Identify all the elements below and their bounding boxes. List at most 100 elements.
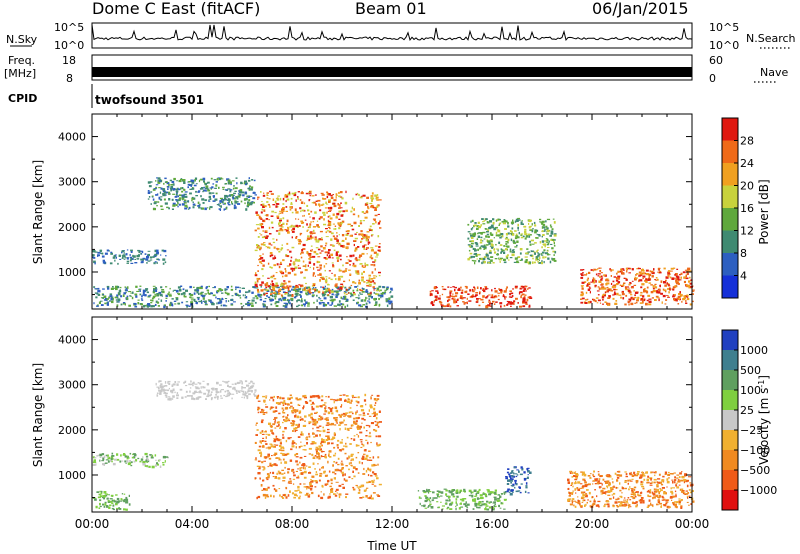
echo-cell [357, 427, 361, 430]
echo-cell [135, 459, 138, 462]
echo-cell [256, 277, 259, 280]
echo-cell [230, 304, 234, 306]
echo-cell [492, 221, 495, 225]
echo-cell [637, 296, 640, 299]
echo-cell [209, 187, 212, 189]
echo-cell [181, 301, 184, 304]
echo-cell [370, 405, 372, 407]
echo-cell [483, 220, 485, 222]
echo-cell [359, 196, 363, 199]
echo-cell [335, 253, 338, 256]
echo-cell [373, 485, 376, 487]
echo-cell [440, 495, 443, 497]
echo-cell [680, 276, 682, 279]
echo-cell [284, 403, 287, 405]
echo-cell [295, 453, 299, 455]
echo-cell [503, 290, 507, 293]
echo-cell [475, 301, 479, 303]
echo-cell [314, 412, 317, 414]
echo-cell [481, 503, 485, 506]
echo-cell [224, 194, 228, 198]
echo-cell [309, 266, 311, 269]
echo-cell [299, 207, 302, 210]
echo-cell [245, 303, 248, 305]
echo-cell [233, 386, 236, 389]
echo-cell [338, 290, 341, 292]
echo-cell [180, 285, 183, 287]
echo-cell [451, 501, 454, 504]
echo-cell [355, 468, 358, 471]
echo-cell [273, 278, 277, 280]
echo-cell [107, 287, 110, 290]
echo-cell [629, 267, 632, 270]
echo-cell [449, 498, 451, 501]
echo-cell [370, 396, 372, 399]
echo-cell [310, 236, 314, 239]
echo-cell [324, 483, 327, 486]
echo-cell [509, 230, 512, 233]
echo-cell [421, 505, 424, 507]
echo-cell [521, 258, 523, 261]
echo-cell [265, 436, 267, 439]
echo-cell [206, 395, 210, 398]
echo-cell [203, 189, 206, 192]
echo-cell [146, 457, 149, 460]
echo-cell [333, 290, 336, 293]
echo-cell [328, 453, 330, 455]
echo-cell [262, 289, 265, 291]
echo-cell [160, 179, 162, 183]
echo-cell [276, 215, 280, 218]
echo-cell [645, 281, 648, 283]
echo-cell [376, 444, 380, 447]
echo-cell [175, 199, 178, 201]
echo-cell [292, 263, 295, 266]
echo-cell [153, 290, 155, 292]
echo-cell [378, 249, 381, 252]
echo-cell [307, 264, 309, 267]
echo-cell [482, 231, 486, 234]
echo-cell [278, 213, 280, 215]
echo-cell [149, 259, 153, 261]
echo-cell [512, 239, 515, 242]
echo-cell [501, 493, 503, 495]
echo-cell [356, 486, 359, 488]
echo-cell [418, 496, 421, 499]
echo-cell [594, 489, 596, 491]
echo-cell [266, 201, 269, 203]
echo-cell [459, 503, 462, 505]
echo-cell [650, 284, 653, 286]
echo-cell [320, 491, 322, 493]
echo-cell [153, 287, 157, 291]
echo-cell [184, 202, 187, 204]
echo-cell [468, 245, 471, 247]
echo-cell [182, 288, 185, 291]
echo-cell [481, 261, 483, 265]
echo-cell [543, 249, 546, 252]
echo-cell [494, 290, 498, 293]
echo-cell [582, 272, 584, 274]
echo-cell [152, 198, 155, 201]
echo-cell [246, 384, 250, 387]
echo-cell [610, 275, 612, 277]
echo-cell [293, 421, 295, 425]
echo-cell [321, 417, 324, 420]
echo-cell [482, 295, 485, 298]
echo-cell [476, 492, 480, 494]
echo-cell [270, 215, 274, 217]
echo-cell [535, 257, 539, 260]
echo-cell [306, 230, 308, 232]
echo-cell [369, 496, 372, 500]
echo-cell [523, 471, 526, 474]
echo-cell [479, 246, 482, 248]
echo-cell [189, 296, 192, 299]
echo-cell [287, 287, 290, 290]
echo-cell [220, 205, 222, 208]
echo-cell [346, 436, 349, 439]
echo-cell [348, 287, 350, 289]
echo-cell [374, 206, 377, 210]
echo-cell [248, 390, 252, 392]
echo-cell [325, 439, 329, 441]
echo-cell [527, 470, 530, 473]
echo-cell [300, 253, 302, 255]
freq-tick-top: 18 [62, 54, 76, 67]
